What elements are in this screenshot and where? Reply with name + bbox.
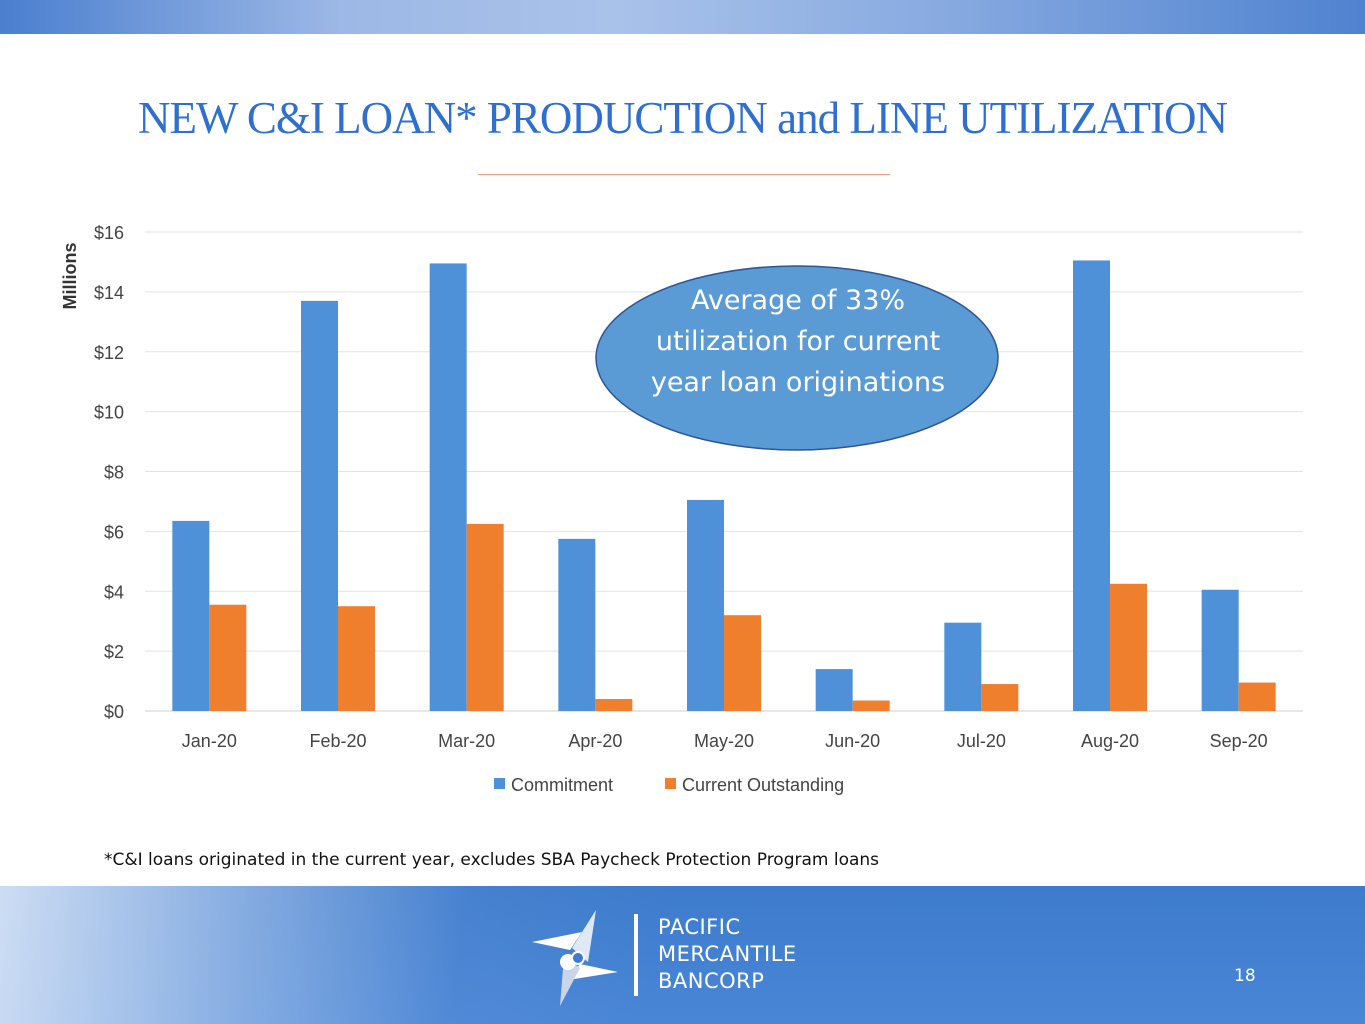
company-name-line-2: MERCANTILE [658,942,797,966]
x-tick-label: Jul-20 [957,731,1006,751]
bar-commitment [429,263,467,711]
legend-label: Current Outstanding [682,775,844,795]
utilization-callout-bubble [595,265,999,451]
bar-current-outstanding [466,523,504,711]
bar-commitment [1201,589,1239,711]
footnote: *C&I loans originated in the current yea… [104,850,880,870]
bar-commitment [558,538,596,711]
bottom-banner [0,886,1365,1024]
y-tick-label: $12 [94,343,124,363]
bar-commitment [1073,260,1110,711]
chart-bars [172,260,1276,711]
bar-commitment [172,520,210,711]
title-underline [478,174,890,175]
legend-swatch [494,778,505,789]
y-axis-tick-labels: $0 $2 $4 $6 $8 $10 $12 $14 $16 [94,223,124,722]
y-tick-label: $14 [94,283,124,303]
bar-current-outstanding [852,700,890,711]
y-tick-label: $10 [94,403,124,423]
bar-current-outstanding [1110,583,1147,711]
legend-swatch [665,778,676,789]
logo-divider [634,914,638,996]
y-tick-label: $2 [104,642,124,662]
company-name-line-1: PACIFIC [658,915,741,939]
x-tick-label: Jan-20 [182,731,237,751]
y-tick-label: $16 [94,223,124,243]
x-axis-tick-labels: Jan-20 Feb-20 Mar-20 Apr-20 May-20 Jun-20 Jul-… [182,731,1268,751]
bar-current-outstanding [595,699,633,711]
bar-current-outstanding [724,615,761,711]
y-tick-label: $8 [104,463,124,483]
x-tick-label: Sep-20 [1210,731,1268,751]
y-tick-label: $0 [104,702,124,722]
company-name-line-3: BANCORP [658,969,765,993]
pinwheel-logo-icon [532,910,618,1006]
bar-commitment [944,622,982,711]
bar-current-outstanding [338,606,375,711]
bar-current-outstanding [209,604,247,711]
bar-commitment [815,669,853,711]
bar-chart: $0 $2 $4 $6 $8 $10 $12 $14 $16 Jan-20 Feb-20 Mar-2… [60,223,1303,795]
x-tick-label: Aug-20 [1081,731,1139,751]
y-tick-label: $4 [104,582,124,602]
top-banner [0,0,1365,34]
slide-title: NEW C&I LOAN* PRODUCTION and LINE UTILIZ… [138,93,1228,143]
y-axis-label: Millions [60,243,80,310]
bar-commitment [687,499,724,711]
bar-current-outstanding [981,684,1019,711]
x-tick-label: Apr-20 [568,731,622,751]
legend-label: Commitment [511,775,613,795]
x-tick-label: May-20 [694,731,754,751]
page-number: 18 [1234,966,1256,986]
x-tick-label: Feb-20 [309,731,366,751]
x-tick-label: Jun-20 [825,731,880,751]
bar-commitment [301,300,338,711]
bottom-banner-gradient [0,886,1365,1024]
y-tick-label: $6 [104,522,124,542]
bar-current-outstanding [1238,682,1276,711]
company-name: PACIFIC MERCANTILE BANCORP [658,914,797,995]
utilization-callout-text: Average of 33% utilization for current y… [650,285,946,398]
chart-legend: Commitment Current Outstanding [494,775,844,795]
x-tick-label: Mar-20 [438,731,495,751]
